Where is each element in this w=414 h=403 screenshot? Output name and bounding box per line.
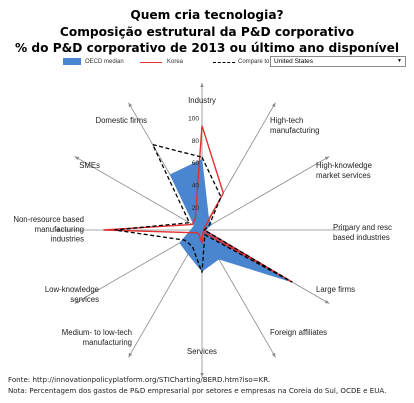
korea-legend-line	[140, 61, 162, 63]
category-label-1: Industry	[188, 96, 216, 105]
category-label-4: Primary and resc based industries	[333, 223, 392, 242]
category-label-10: Non-resource based manufacturing industrie…	[13, 215, 84, 244]
oecd-median-swatch	[63, 58, 81, 65]
footnotes: Fonte: http://innovationpolicyplatform.o…	[8, 374, 386, 396]
chart-title-block: Quem cria tecnologia? Composição estrutu…	[0, 7, 414, 57]
category-label-8: Medium- to low-tech manufacturing	[62, 328, 132, 347]
series-united-states-shape	[114, 143, 293, 283]
radial-tick-label-20: 20	[192, 205, 200, 212]
radial-tick-label-40: 40	[192, 183, 200, 190]
category-label-2: High-tech manufacturing	[270, 116, 319, 135]
axis-line-11	[74, 156, 203, 231]
compare-to-label: Compare to	[238, 58, 270, 65]
category-label-5: Large firms	[316, 285, 355, 294]
compare-legend-line	[213, 61, 235, 63]
korea-legend-label: Korea	[167, 58, 184, 65]
radial-tick-label-60: 60	[192, 160, 200, 167]
category-label-12: Domestic firms	[95, 116, 147, 125]
category-label-3: High-knowledge market services	[316, 161, 372, 180]
chart-title-line-2: Composição estrutural da P&D corporativo	[59, 24, 355, 39]
oecd-median-legend-label: OECD median	[85, 58, 124, 65]
axis-line-3	[201, 156, 330, 231]
compare-country-select[interactable]: United States ▼	[270, 56, 406, 67]
category-label-9: Low-knowledge services	[45, 285, 99, 304]
chevron-down-icon: ▼	[397, 58, 402, 64]
category-label-7: Services	[187, 347, 217, 356]
chart-title-line-1: Quem cria tecnologia?	[130, 8, 284, 22]
radial-tick-label-80: 80	[192, 138, 200, 145]
radial-tick-label-100: 100	[188, 115, 199, 122]
chart-title-line-3: % do P&D corporativo de 2013 ou último a…	[14, 41, 400, 55]
series-korea-shape	[103, 125, 293, 283]
explanatory-note: Nota: Percentagem dos gastos de P&D empr…	[8, 386, 387, 395]
chart-legend: OECD median Korea Compare to United Stat…	[63, 55, 406, 69]
source-note: Fonte: http://innovationpolicyplatform.o…	[8, 375, 271, 384]
category-label-6: Foreign affiliates	[270, 328, 327, 337]
category-label-11: SMEs	[79, 161, 100, 170]
compare-country-value: United States	[274, 58, 314, 65]
